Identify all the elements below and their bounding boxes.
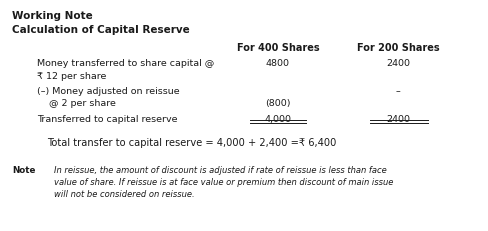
Text: (–) Money adjusted on reissue: (–) Money adjusted on reissue — [37, 87, 179, 96]
Text: Total transfer to capital reserve = 4,000 + 2,400 =₹ 6,400: Total transfer to capital reserve = 4,00… — [47, 138, 336, 148]
Text: Transferred to capital reserve: Transferred to capital reserve — [37, 115, 177, 124]
Text: For 400 Shares: For 400 Shares — [236, 43, 319, 53]
Text: In reissue, the amount of discount is adjusted if rate of reissue is less than f: In reissue, the amount of discount is ad… — [54, 166, 392, 199]
Text: 2400: 2400 — [385, 59, 409, 68]
Text: Note: Note — [12, 166, 35, 175]
Text: For 200 Shares: For 200 Shares — [356, 43, 438, 53]
Text: Money transferred to share capital @: Money transferred to share capital @ — [37, 59, 214, 68]
Text: @ 2 per share: @ 2 per share — [37, 99, 116, 108]
Text: Calculation of Capital Reserve: Calculation of Capital Reserve — [12, 25, 189, 35]
Text: 4,000: 4,000 — [264, 115, 291, 124]
Text: ₹ 12 per share: ₹ 12 per share — [37, 72, 106, 81]
Text: 2400: 2400 — [385, 115, 409, 124]
Text: –: – — [395, 87, 400, 96]
Text: 4800: 4800 — [265, 59, 289, 68]
Text: Working Note: Working Note — [12, 11, 93, 21]
Text: (800): (800) — [264, 99, 290, 108]
